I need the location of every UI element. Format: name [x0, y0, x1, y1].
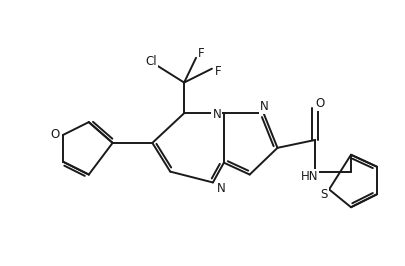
- Text: O: O: [315, 97, 324, 110]
- Text: HN: HN: [300, 170, 317, 183]
- Text: S: S: [320, 188, 327, 201]
- Text: N: N: [260, 100, 268, 113]
- Text: F: F: [214, 65, 221, 78]
- Text: O: O: [50, 128, 60, 142]
- Text: N: N: [212, 108, 221, 121]
- Text: F: F: [197, 47, 204, 60]
- Text: N: N: [216, 182, 225, 195]
- Text: Cl: Cl: [145, 55, 157, 68]
